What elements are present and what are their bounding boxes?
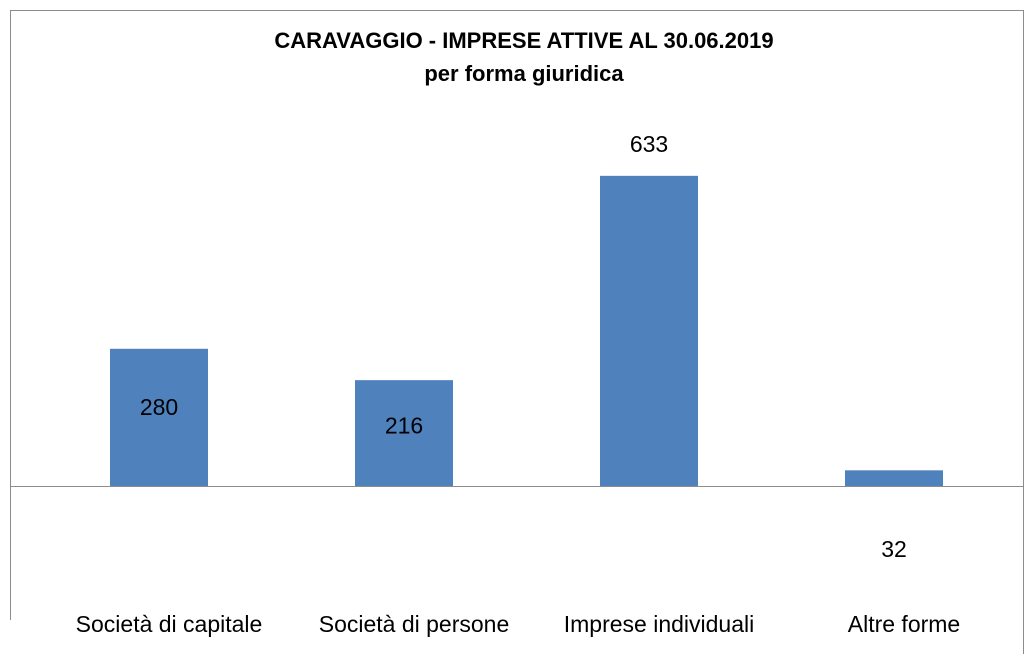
chart-border xyxy=(10,10,1024,654)
bar xyxy=(110,348,208,486)
x-tick-label: Società di persone xyxy=(319,611,510,637)
chart-title: CARAVAGGIO - IMPRESE ATTIVE AL 30.06.201… xyxy=(274,28,773,53)
bar xyxy=(600,175,698,486)
x-tick-label: Società di capitale xyxy=(76,611,263,637)
data-label: 280 xyxy=(140,394,178,420)
x-tick-label: Imprese individuali xyxy=(564,611,754,637)
chart-subtitle: per forma giuridica xyxy=(424,61,624,86)
data-label: 32 xyxy=(881,536,907,562)
data-label: 216 xyxy=(385,413,423,439)
data-label: 633 xyxy=(630,131,668,157)
x-tick-label: Altre forme xyxy=(848,611,960,637)
bar xyxy=(845,470,943,486)
bar xyxy=(355,380,453,486)
